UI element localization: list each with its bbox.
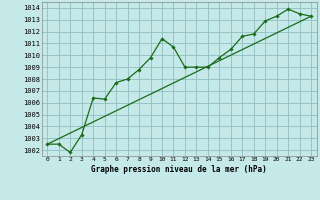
X-axis label: Graphe pression niveau de la mer (hPa): Graphe pression niveau de la mer (hPa): [91, 165, 267, 174]
